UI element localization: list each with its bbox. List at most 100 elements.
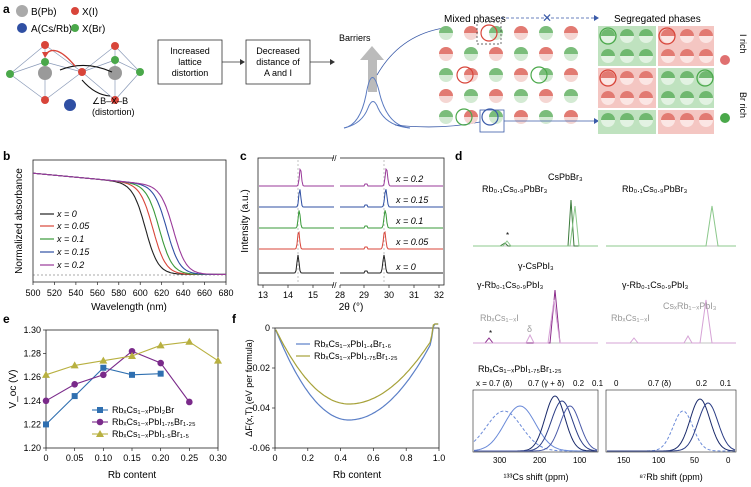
axis-break <box>334 155 340 288</box>
d-xlabel-left: ¹³³Cs shift (ppm) <box>504 472 569 482</box>
panel-d: d * CsPbBr₃ Rb₀.₁Cs₀.₉PbBr₃ Rb₀.₁Cs₀.₉Pb… <box>455 149 737 482</box>
d-x-label-right-0: 0.7 (δ) <box>648 379 671 388</box>
blocked-arrow-head-icon <box>594 15 599 21</box>
d-rbcsi-left: RbₓCs₁₋ₓI <box>480 313 519 323</box>
d-x-label-left-4: 0 <box>614 379 619 388</box>
box1-line2: lattice <box>178 57 202 67</box>
mixed-phases-grid <box>439 24 578 126</box>
voc-marker <box>186 398 193 406</box>
ball-cap <box>601 113 615 120</box>
d-gamma-rbcs-left: γ-Rb₀.₁Cs₀.₉PbI₃ <box>477 280 544 290</box>
panel-e-plot: 1.20 1.22 1.24 1.26 1.28 1.30 0 0.05 0.10 0.15 0.2… <box>8 325 227 481</box>
panel-b-label: b <box>3 149 10 163</box>
ball-cap <box>661 29 675 36</box>
y-tick-label: 1.28 <box>23 349 41 359</box>
x-tick-label: 0.30 <box>209 453 227 463</box>
arrow-2-head-icon <box>330 59 335 65</box>
connector-up <box>376 27 445 76</box>
voc-marker <box>43 421 49 428</box>
ball-cap <box>464 68 478 75</box>
y-tick-label: 1.22 <box>23 419 41 429</box>
c-label-01: x = 0.1 <box>395 216 423 226</box>
panel-b-axes <box>32 159 227 283</box>
legend-b-icon <box>16 5 28 17</box>
d-spectrum-csbr <box>473 199 598 247</box>
x-tick-label: 0.25 <box>181 453 199 463</box>
y-tick-label: -0.02 <box>249 363 270 373</box>
d-rbcsbr-right: Rb₀.₁Cs₀.₉PbBr₃ <box>622 184 688 194</box>
legend-x02: x = 0.2 <box>56 260 84 270</box>
x-tick-label: 31 <box>409 290 419 300</box>
ball-cap <box>514 68 528 75</box>
panel-f-plot: 0-0.02-0.04-0.060 0.2 0.4 0.6 0.8 1.0Rb conte… <box>244 323 445 481</box>
d-spectrum-rb-i <box>606 299 736 344</box>
d-xlabel-right: ⁸⁷Rb shift (ppm) <box>639 472 703 482</box>
x-tick-label: 28 <box>335 290 345 300</box>
barrier-arrow-icon <box>360 46 384 92</box>
i-rich-label: I rich <box>738 34 748 54</box>
ball-cap <box>539 110 553 117</box>
x-tick-label: 0.6 <box>367 453 380 463</box>
panel-d-label: d <box>455 149 462 163</box>
d-tick-200: 200 <box>533 456 547 465</box>
segregation-arrow-head-icon <box>594 118 599 124</box>
voc-marker <box>128 351 136 359</box>
d-tick-100r: 100 <box>652 456 666 465</box>
cs-nmr-peak <box>474 405 598 452</box>
panel-e: e 1.20 1.22 1.24 1.26 1.28 1.30 0 0.05 0.10 0.15 0… <box>3 312 227 481</box>
highlight-ring <box>481 108 499 126</box>
ball-cap <box>539 89 553 96</box>
mixed-halide-ball <box>439 68 453 82</box>
ball-cap <box>489 110 503 117</box>
ball-cap <box>439 26 453 33</box>
x-atom <box>111 56 119 64</box>
box1-line3: distortion <box>172 68 209 78</box>
x-tick-label: 32 <box>434 290 444 300</box>
barrier-curve-high <box>343 77 411 129</box>
mixed-halide-ball <box>514 68 528 82</box>
d-rbcsi-right: RbₓCs₁₋ₓI <box>611 313 650 323</box>
c-label-005: x = 0.05 <box>395 237 429 247</box>
mixed-halide-ball <box>564 110 578 124</box>
mixed-halide-ball <box>539 47 553 61</box>
barriers-label: Barriers <box>339 33 371 43</box>
box1-line1: Increased <box>170 46 210 56</box>
voc-marker <box>214 356 222 364</box>
x-atom <box>136 68 144 76</box>
ball-cap <box>620 49 634 56</box>
legend-x-i: X(I) <box>82 7 98 18</box>
y-tick-label: 1.20 <box>23 443 41 453</box>
x-tick-label: 0.2 <box>302 453 315 463</box>
legend-x005: x = 0.05 <box>56 221 90 231</box>
voc-marker <box>42 370 50 378</box>
barrier-curve-low <box>343 101 411 129</box>
segregated-phases-label: Segregated phases <box>614 14 701 25</box>
mixed-halide-ball <box>489 110 503 124</box>
legend-marker <box>97 407 103 413</box>
arrow-head-icon <box>42 52 49 58</box>
x-tick-label: 500 <box>25 288 40 298</box>
y-tick-label: -0.06 <box>249 443 270 453</box>
c-label-02: x = 0.2 <box>395 174 423 184</box>
highlight-ring <box>530 66 548 84</box>
x-tick-label: 0.10 <box>95 453 113 463</box>
y-tick-label: 0 <box>265 323 270 333</box>
box-lattice-distortion <box>157 39 223 85</box>
mixed-halide-ball <box>439 47 453 61</box>
ball-cap <box>680 29 694 36</box>
highlight-ring <box>480 24 498 42</box>
x-tick-label: 560 <box>90 288 105 298</box>
cs-nmr-peak <box>473 405 597 452</box>
b-site-atom <box>108 66 122 80</box>
x-tick-label: 0 <box>272 453 277 463</box>
ball-cap <box>680 49 694 56</box>
x-tick-label: 520 <box>47 288 62 298</box>
voc-marker <box>71 380 78 388</box>
x-atom <box>111 42 119 50</box>
voc-marker <box>70 361 79 369</box>
ball-cap <box>514 26 528 33</box>
x-tick-label: 14 <box>283 290 293 300</box>
d-peaks <box>473 395 736 452</box>
legend-marker <box>96 418 104 426</box>
